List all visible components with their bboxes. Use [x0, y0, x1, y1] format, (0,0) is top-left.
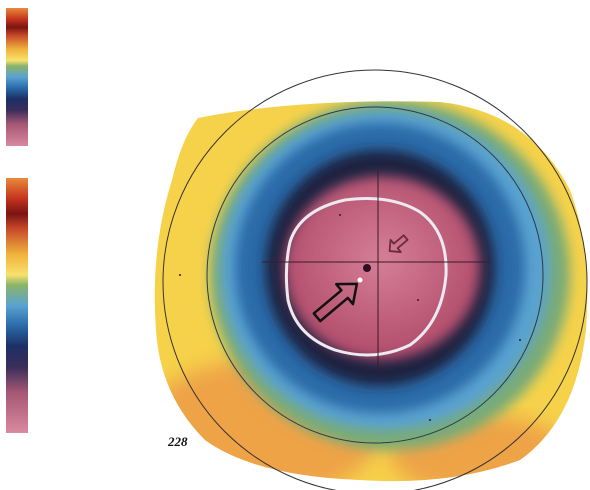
- map-annotation-marks: [179, 214, 521, 421]
- color-scale-bottom-segment: [6, 178, 28, 433]
- color-scale-top-segment: [6, 8, 28, 146]
- map-number-label: 228: [168, 434, 188, 449]
- central-pink-zone: [284, 176, 480, 360]
- arrow-pointing-up-right-icon: [312, 282, 359, 323]
- pupil-outline-ring: [284, 197, 448, 357]
- arrow-pointing-down-left-icon: [388, 234, 409, 253]
- middle-reference-circle: [206, 106, 544, 444]
- outer-reference-circle: [162, 69, 588, 490]
- pupil-center-marker: [357, 277, 363, 283]
- color-scale-bar: [6, 8, 28, 433]
- apex-marker: [363, 264, 371, 272]
